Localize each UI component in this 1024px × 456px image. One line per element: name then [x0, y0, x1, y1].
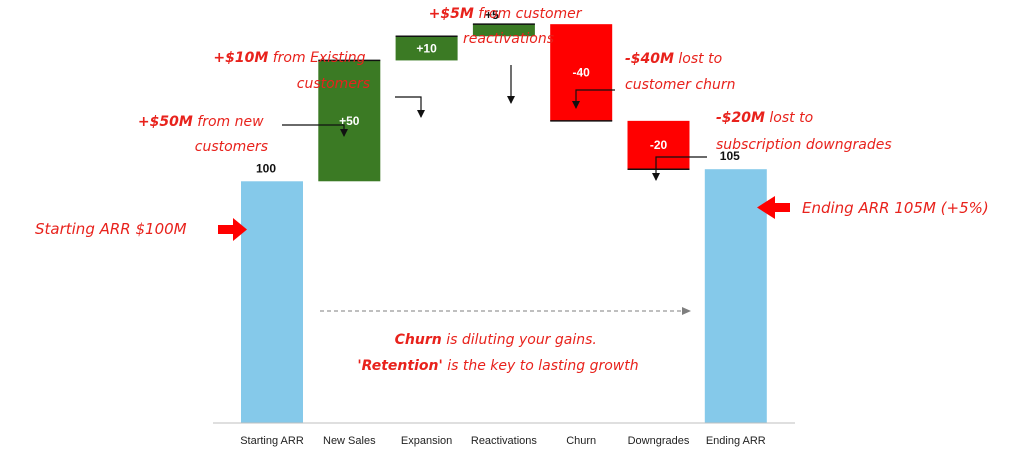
annotation-connectors	[282, 65, 707, 181]
bar-starting-arr	[241, 181, 303, 423]
category-label-new-sales: New Sales	[323, 435, 376, 447]
value-label-layer: 100 +50 +10 +5 -40 -20 105	[256, 8, 740, 175]
category-label-churn: Churn	[566, 435, 596, 447]
downgrades-annotation: -$20M lost to subscription downgrades	[716, 110, 892, 153]
new-sales-annotation: +$50M from new customers	[138, 114, 268, 155]
value-label-ending-arr: 105	[720, 149, 740, 163]
expansion-annotation: +$10M from Existing customers	[213, 50, 370, 92]
category-label-starting-arr: Starting ARR	[240, 435, 304, 447]
value-label-churn: -40	[573, 66, 591, 80]
bar-churn	[550, 24, 613, 121]
bar-expansion	[395, 36, 458, 61]
value-label-expansion: +10	[416, 41, 437, 55]
bar-new-sales	[318, 60, 381, 182]
reactivations-annotation: +$5M from customer reactivations	[429, 6, 586, 47]
starting-arr-annotation: Starting ARR $100M	[35, 220, 187, 238]
bar-reactivations	[472, 24, 535, 37]
value-label-new-sales: +50	[339, 114, 360, 128]
key-message: Churn is diluting your gains. 'Retention…	[357, 332, 638, 374]
end-arrow-icon	[757, 196, 790, 219]
value-label-reactivations: +5	[485, 8, 499, 22]
ending-arr-annotation: Ending ARR 105M (+5%)	[802, 199, 989, 217]
bar-downgrades	[627, 120, 690, 170]
category-axis: Starting ARR New Sales Expansion Reactivati…	[240, 435, 766, 447]
downgrades-connector	[652, 156, 707, 181]
category-label-downgrades: Downgrades	[628, 435, 690, 447]
value-label-starting-arr: 100	[256, 161, 276, 175]
value-label-downgrades: -20	[650, 138, 668, 152]
new-sales-connector	[282, 124, 348, 137]
category-label-reactivations: Reactivations	[471, 435, 538, 447]
bar-ending-arr	[704, 169, 767, 423]
start-arrow-icon	[218, 218, 247, 241]
expansion-connector	[395, 96, 425, 118]
churn-annotation: -$40M lost to customer churn	[625, 51, 735, 93]
bar-layer	[241, 23, 767, 423]
category-label-ending-arr: Ending ARR	[706, 435, 766, 447]
churn-connector	[572, 89, 615, 109]
category-label-expansion: Expansion	[401, 435, 452, 447]
